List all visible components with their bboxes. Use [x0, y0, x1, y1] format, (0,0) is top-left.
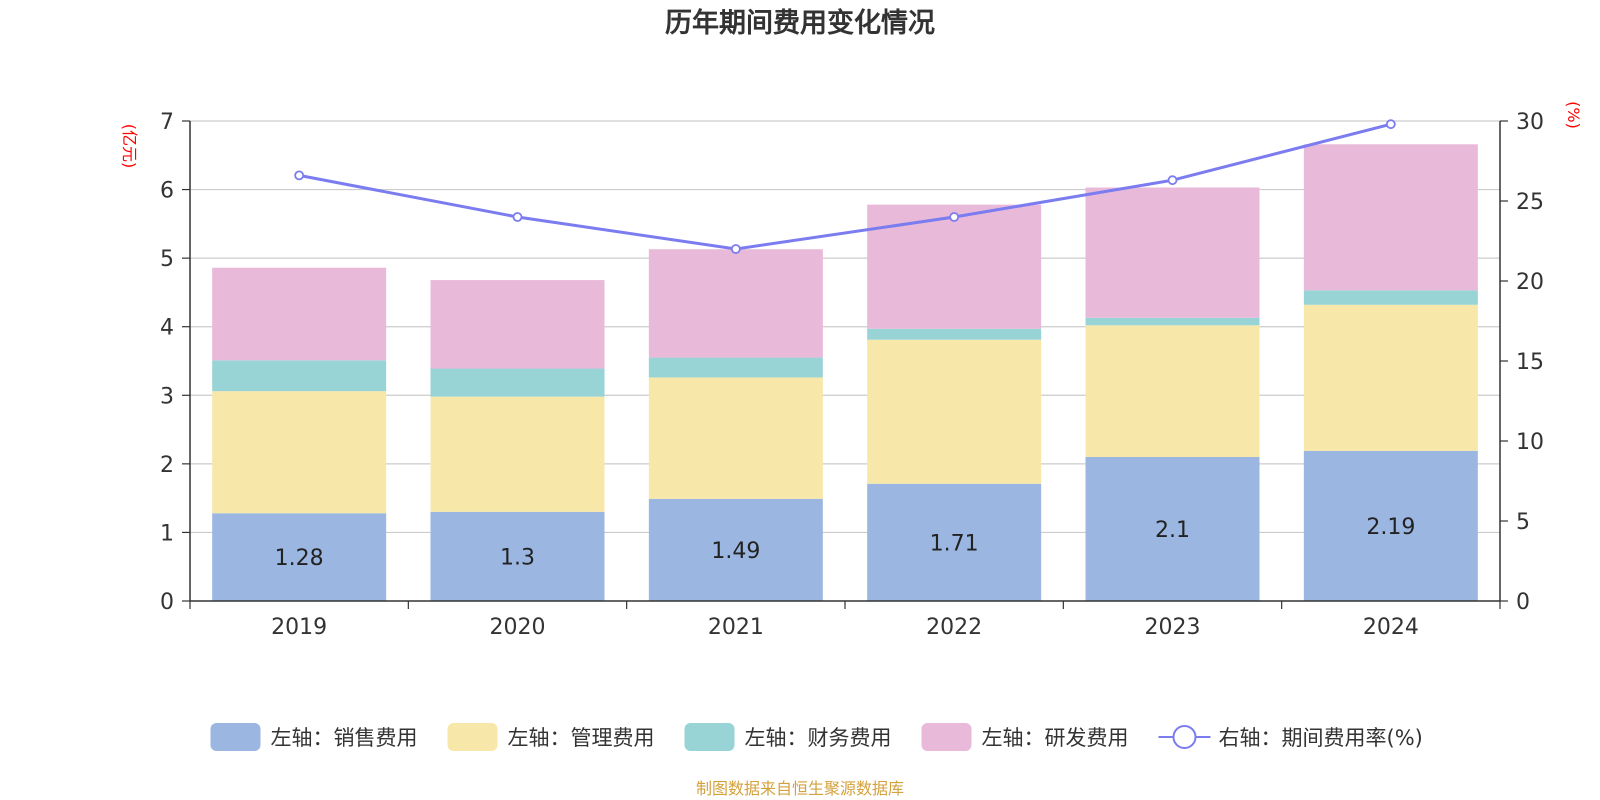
right-tick-label: 0	[1516, 590, 1530, 615]
x-tick-label: 2020	[490, 615, 546, 640]
legend-swatch	[684, 723, 735, 751]
data-labels: 1.28 1.3 1.49 1.71 2.1 2.19	[275, 515, 1416, 571]
legend-line-marker	[1172, 725, 1197, 749]
legend-swatch	[210, 723, 261, 751]
x-tick-label: 2024	[1363, 615, 1419, 640]
bar-1-2024	[1303, 450, 1478, 601]
bar-1-2019	[212, 513, 387, 601]
legend-label: 左轴：管理费用	[508, 726, 655, 750]
rate-point	[512, 212, 523, 222]
bar-2-2024	[1303, 304, 1478, 451]
legend-swatch	[447, 723, 498, 751]
bar-4-2024	[1303, 144, 1478, 291]
axes: 0 1 2 3 4 5 6 7 0 5 10 15 20 25 30 2019 2020 2021 2022 2023…	[160, 110, 1544, 640]
bar-data-label: 1.49	[711, 539, 760, 564]
legend-label: 左轴：研发费用	[982, 726, 1129, 750]
bar-4-2019	[212, 267, 387, 361]
bar-4-2022	[867, 204, 1042, 329]
rate-point	[949, 212, 960, 222]
x-tick-label: 2019	[271, 615, 327, 640]
x-tick-label: 2023	[1145, 615, 1201, 640]
rate-line-series	[294, 119, 1396, 254]
legend-swatch	[921, 723, 972, 751]
bar-1-2020	[430, 511, 605, 601]
rate-line	[298, 122, 1392, 251]
bars	[212, 144, 1478, 601]
bar-2-2021	[648, 377, 823, 499]
bar-2-2022	[867, 339, 1042, 484]
left-tick-label: 2	[160, 453, 174, 478]
rate-point	[1167, 175, 1178, 186]
bar-1-2022	[867, 483, 1042, 601]
right-tick-label: 15	[1516, 350, 1544, 375]
grid-lines	[190, 120, 1500, 534]
left-tick-label: 4	[160, 316, 174, 341]
right-tick-label: 5	[1516, 510, 1530, 535]
bar-data-label: 1.71	[930, 531, 979, 556]
left-tick-label: 3	[160, 384, 174, 409]
bar-3-2023	[1085, 317, 1260, 326]
bar-4-2023	[1085, 187, 1260, 318]
legend-label: 右轴：期间费用率(%)	[1219, 726, 1423, 750]
legend-label: 左轴：财务费用	[745, 726, 892, 750]
bar-3-2019	[212, 360, 387, 392]
right-tick-label: 10	[1516, 430, 1544, 455]
bar-3-2020	[430, 368, 605, 397]
bar-3-2022	[867, 328, 1042, 340]
bar-4-2020	[430, 280, 605, 369]
bar-data-label: 1.28	[275, 546, 324, 571]
bar-data-label: 1.3	[500, 545, 535, 570]
left-tick-label: 7	[160, 110, 174, 135]
bar-1-2021	[648, 498, 823, 601]
x-tick-label: 2022	[926, 615, 982, 640]
rate-point	[294, 170, 305, 181]
source-note: 制图数据来自恒生聚源数据库	[696, 779, 904, 798]
legend-label: 左轴：销售费用	[271, 726, 418, 750]
x-tick-label: 2021	[708, 615, 764, 640]
bar-3-2021	[648, 357, 823, 378]
left-tick-label: 0	[160, 590, 174, 615]
left-axis-unit: (亿元)	[120, 124, 139, 169]
right-tick-label: 20	[1516, 270, 1544, 295]
right-tick-label: 30	[1516, 110, 1544, 135]
rate-point	[730, 244, 741, 254]
right-tick-label: 25	[1516, 190, 1544, 215]
rate-point	[1385, 119, 1396, 130]
left-tick-label: 1	[160, 521, 174, 546]
bar-3-2024	[1303, 290, 1478, 305]
left-tick-label: 5	[160, 247, 174, 272]
bar-data-label: 2.19	[1366, 515, 1415, 540]
right-axis-unit: (%)	[1564, 101, 1583, 129]
chart-title: 历年期间费用变化情况	[665, 7, 935, 39]
bar-4-2021	[648, 249, 823, 358]
bar-2-2023	[1085, 325, 1260, 457]
bar-1-2023	[1085, 457, 1260, 601]
legend: 左轴：销售费用 左轴：管理费用 左轴：财务费用 左轴：研发费用 右轴：期间费用率(%)	[210, 723, 1423, 751]
left-tick-label: 6	[160, 179, 174, 204]
bar-2-2020	[430, 396, 605, 512]
bar-data-label: 2.1	[1155, 518, 1190, 543]
bar-2-2019	[212, 391, 387, 514]
